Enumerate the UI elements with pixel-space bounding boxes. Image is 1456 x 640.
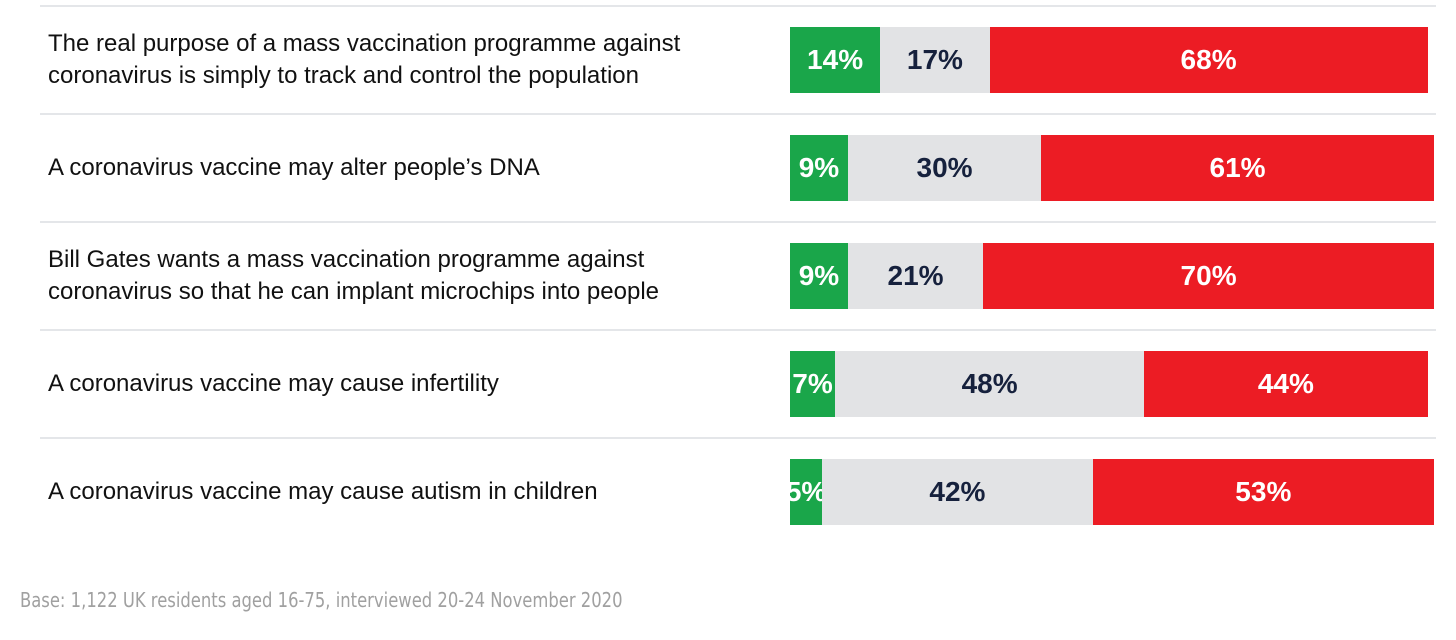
bar-segment: 21% — [847, 243, 984, 309]
bar-segment: 53% — [1092, 459, 1434, 525]
bar-segment: 17% — [880, 27, 990, 93]
bar-segment: 48% — [835, 351, 1145, 417]
data-label: 9% — [798, 260, 840, 291]
bar-segment: 14% — [790, 27, 881, 93]
bar-segment: 7% — [790, 351, 836, 417]
category-label: A coronavirus vaccine may cause autism i… — [48, 478, 598, 505]
bar-segment: 42% — [822, 459, 1093, 525]
data-label: 48% — [961, 368, 1018, 399]
footnote: Base: 1,122 UK residents aged 16-75, int… — [20, 588, 623, 612]
data-label: 70% — [1180, 260, 1237, 291]
data-label: 7% — [792, 368, 833, 399]
separator — [40, 221, 1436, 223]
data-label: 44% — [1257, 368, 1314, 399]
category-label: A coronavirus vaccine may cause infertil… — [48, 370, 499, 397]
data-label: 61% — [1209, 152, 1266, 183]
separator — [40, 437, 1436, 439]
data-label: 14% — [807, 44, 864, 75]
bar-segment: 5% — [790, 459, 823, 525]
bar-segment: 61% — [1041, 135, 1434, 201]
separator — [40, 5, 1436, 7]
separator — [40, 113, 1436, 115]
data-label: 17% — [906, 44, 963, 75]
data-label: 53% — [1235, 476, 1292, 507]
category-label: The real purpose of a mass vaccination p… — [48, 30, 681, 89]
bar-segment: 70% — [983, 243, 1434, 309]
category-label: Bill Gates wants a mass vaccination prog… — [48, 246, 659, 305]
data-label: 9% — [798, 152, 840, 183]
bar-segment: 30% — [847, 135, 1042, 201]
data-label: 42% — [929, 476, 986, 507]
separator — [40, 329, 1436, 331]
data-label: 68% — [1180, 44, 1237, 75]
bar-segment: 9% — [790, 243, 848, 309]
bar-segment: 44% — [1144, 351, 1428, 417]
bar-segment: 9% — [790, 135, 848, 201]
data-label: 5% — [790, 476, 822, 507]
data-label: 30% — [916, 152, 973, 183]
category-label: A coronavirus vaccine may alter people’s… — [48, 154, 540, 181]
data-label: 21% — [887, 260, 944, 291]
bar-segment: 68% — [989, 27, 1428, 93]
